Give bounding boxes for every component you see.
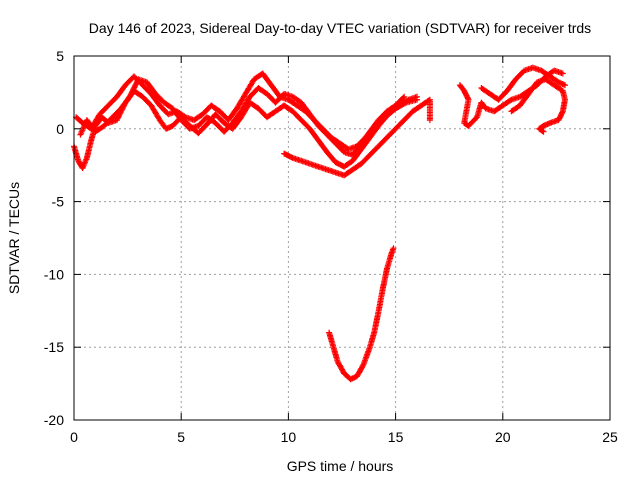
chart-title: Day 146 of 2023, Sidereal Day-to-day VTE…	[89, 20, 591, 36]
y-tick-label: -15	[44, 339, 64, 355]
series-markers	[77, 76, 408, 158]
series-markers	[281, 96, 433, 179]
x-tick-label: 20	[495, 429, 511, 445]
series-track-e	[456, 64, 568, 135]
x-tick-label: 25	[602, 429, 618, 445]
series-track-c	[77, 76, 408, 158]
plot-area	[73, 55, 611, 421]
y-tick-label: -20	[44, 412, 64, 428]
x-tick-label: 10	[281, 429, 297, 445]
x-tick-label: 15	[388, 429, 404, 445]
grid	[74, 56, 610, 420]
data-points	[71, 64, 568, 383]
axis-ticks: 0 5 10 15 20 25 5 0 -5 -10 -15 -20	[44, 48, 618, 445]
y-tick-label: 0	[56, 121, 64, 137]
series-track-f	[326, 245, 397, 383]
x-tick-label: 0	[70, 429, 78, 445]
y-tick-label: -10	[44, 266, 64, 282]
x-tick-label: 5	[177, 429, 185, 445]
series-markers	[326, 245, 397, 383]
y-tick-label: -5	[52, 194, 65, 210]
series-markers	[456, 64, 568, 135]
y-axis-label: SDTVAR / TECUs	[6, 182, 22, 294]
x-axis-label: GPS time / hours	[287, 458, 394, 474]
series-track-d	[281, 96, 433, 179]
y-tick-label: 5	[56, 48, 64, 64]
